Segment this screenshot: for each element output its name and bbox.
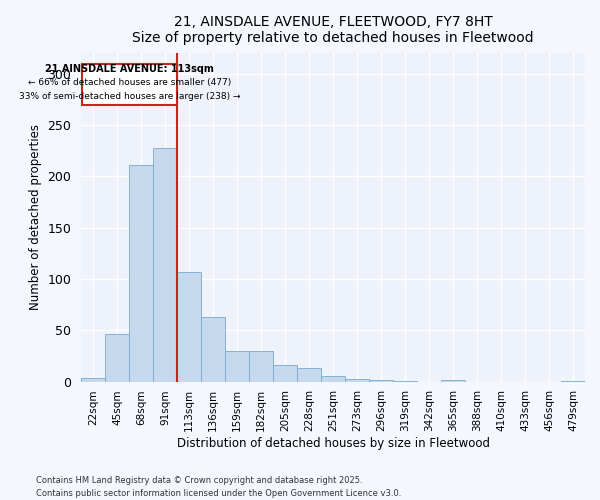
Bar <box>82 64 178 104</box>
Text: 21 AINSDALE AVENUE: 113sqm: 21 AINSDALE AVENUE: 113sqm <box>45 64 214 74</box>
Bar <box>201 317 225 382</box>
Text: 33% of semi-detached houses are larger (238) →: 33% of semi-detached houses are larger (… <box>19 92 240 101</box>
Text: Contains HM Land Registry data © Crown copyright and database right 2025.
Contai: Contains HM Land Registry data © Crown c… <box>36 476 401 498</box>
Bar <box>153 148 177 382</box>
Bar <box>561 380 585 382</box>
X-axis label: Distribution of detached houses by size in Fleetwood: Distribution of detached houses by size … <box>176 437 490 450</box>
Bar <box>129 165 153 382</box>
Bar <box>105 334 129 382</box>
Bar <box>369 380 393 382</box>
Bar <box>81 378 105 382</box>
Bar <box>441 380 465 382</box>
Bar <box>321 376 345 382</box>
Bar <box>225 351 249 382</box>
Y-axis label: Number of detached properties: Number of detached properties <box>29 124 42 310</box>
Bar <box>249 351 273 382</box>
Text: ← 66% of detached houses are smaller (477): ← 66% of detached houses are smaller (47… <box>28 78 231 87</box>
Bar <box>297 368 321 382</box>
Bar <box>393 380 417 382</box>
Bar <box>273 366 297 382</box>
Title: 21, AINSDALE AVENUE, FLEETWOOD, FY7 8HT
Size of property relative to detached ho: 21, AINSDALE AVENUE, FLEETWOOD, FY7 8HT … <box>132 15 534 45</box>
Bar <box>177 272 201 382</box>
Bar <box>345 378 369 382</box>
